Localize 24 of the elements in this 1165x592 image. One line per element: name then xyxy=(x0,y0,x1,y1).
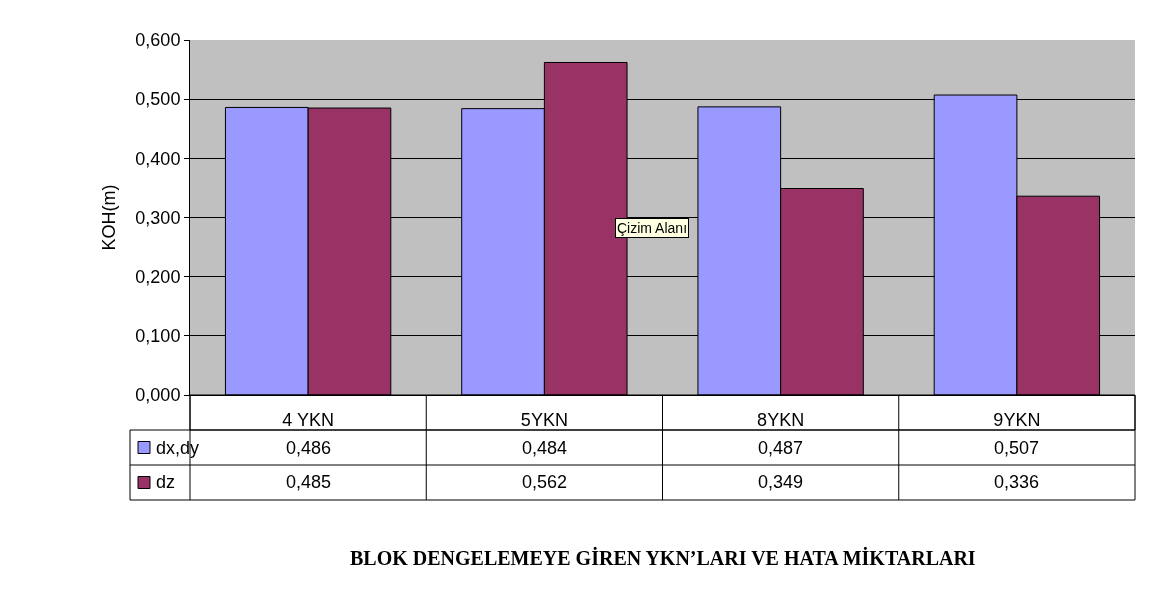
x-tick-label: 5YKN xyxy=(520,409,568,430)
y-tick-label: 0,400 xyxy=(135,148,181,169)
data-label: 0,484 xyxy=(522,438,568,458)
legend-label: dx,dy xyxy=(156,438,200,458)
data-label: 0,562 xyxy=(522,472,568,492)
y-tick-label: 0,500 xyxy=(135,89,181,110)
annotation: Çizim Alanı xyxy=(617,220,688,236)
y-tick-label: 0,300 xyxy=(135,207,181,228)
text: BLOK DENGELEMEYE GİREN YKN’LARI VE HATA MİKTARLARI xyxy=(350,546,976,569)
data-label: 0,486 xyxy=(286,438,332,458)
y-tick-label: 0,600 xyxy=(135,30,181,51)
data-label: 0,336 xyxy=(994,472,1040,492)
y-tick-label: 0,000 xyxy=(135,385,181,406)
legend-label: dz xyxy=(156,472,176,492)
data-label: 0,349 xyxy=(758,472,804,492)
data-label: 0,487 xyxy=(758,438,804,458)
x-tick-label: 9YKN xyxy=(993,409,1041,430)
x-tick-label: 8YKN xyxy=(757,409,805,430)
y-tick-label: 0,100 xyxy=(135,326,181,347)
y-axis-title: KOH(m) xyxy=(98,184,119,251)
y-tick-label: 0,200 xyxy=(135,266,181,287)
x-tick-label: 4 YKN xyxy=(282,409,334,430)
data-label: 0,507 xyxy=(994,438,1040,458)
data-label: 0,485 xyxy=(286,472,332,492)
